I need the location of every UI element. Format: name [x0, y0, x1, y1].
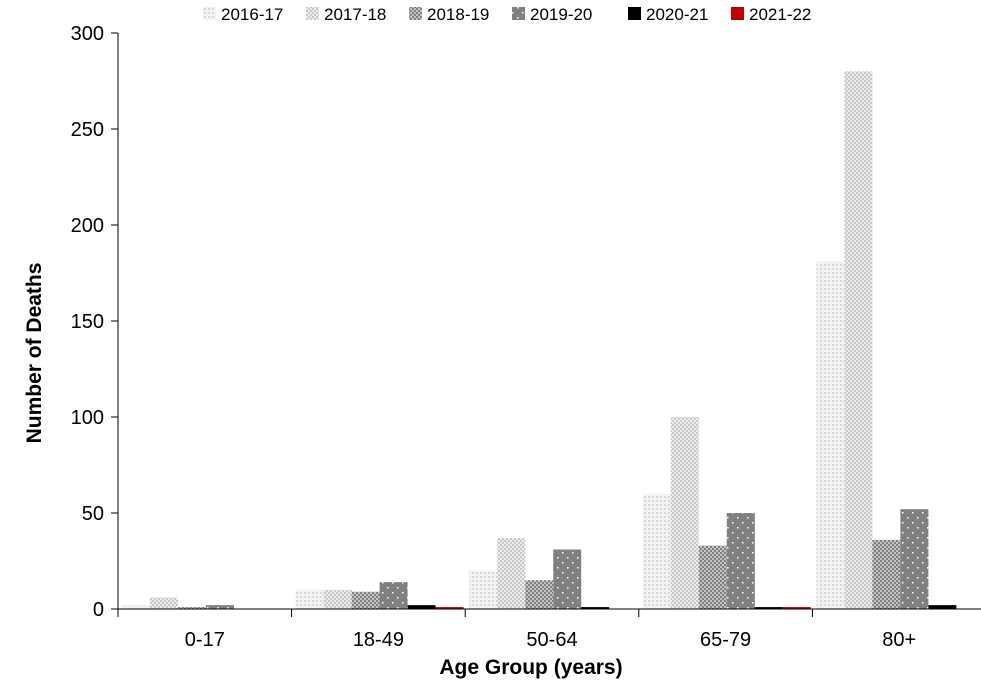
y-tick-label: 300 — [71, 23, 104, 45]
legend-swatch — [203, 7, 216, 20]
legend-swatch — [512, 7, 525, 20]
bar-2016-17-0-17 — [122, 605, 150, 609]
legend-label: 2018-19 — [427, 5, 489, 24]
legend-label: 2016-17 — [221, 5, 283, 24]
bar-2017-18-0-17 — [150, 597, 178, 609]
x-tick-label: 80+ — [882, 629, 916, 651]
legend-swatch — [628, 7, 641, 20]
bar-2019-20-18-49 — [379, 582, 408, 609]
bar-2018-19-18-49 — [351, 591, 380, 609]
legend-label: 2020-21 — [646, 5, 708, 24]
bar-2020-21-65-79 — [754, 607, 783, 609]
bar-2016-17-18-49 — [295, 589, 324, 609]
legend-label: 2017-18 — [324, 5, 386, 24]
x-tick-label: 0-17 — [185, 629, 225, 651]
legend-label: 2021-22 — [749, 5, 811, 24]
bar-2020-21-18-49 — [407, 605, 436, 609]
legend-swatch — [731, 7, 744, 20]
bar-2018-19-50-64 — [525, 580, 554, 609]
bar-2016-17-80+ — [816, 261, 845, 609]
y-tick-label: 50 — [82, 503, 104, 525]
bar-2019-20-80+ — [900, 509, 929, 609]
bar-2016-17-65-79 — [642, 493, 671, 609]
bar-2017-18-80+ — [844, 71, 873, 609]
y-tick-label: 100 — [71, 407, 104, 429]
y-tick-label: 0 — [93, 599, 104, 621]
x-tick-label: 65-79 — [700, 629, 751, 651]
bars — [122, 71, 957, 609]
bar-2021-22-18-49 — [435, 607, 464, 609]
x-axis-title: Age Group (years) — [439, 656, 622, 679]
y-axis: 0 50 100 150 200 250 300 — [71, 23, 119, 621]
bar-2018-19-80+ — [872, 539, 901, 609]
bar-2017-18-50-64 — [497, 537, 526, 609]
bar-2016-17-50-64 — [469, 570, 498, 609]
y-axis-title: Number of Deaths — [23, 263, 46, 444]
x-tick-label: 18-49 — [353, 629, 404, 651]
bar-2018-19-65-79 — [698, 545, 727, 609]
bar-2019-20-50-64 — [553, 549, 582, 609]
bar-2020-21-80+ — [928, 605, 957, 609]
bar-2020-21-50-64 — [581, 607, 610, 609]
y-tick-label: 200 — [71, 215, 104, 237]
bar-2018-19-0-17 — [178, 607, 206, 609]
legend-swatch — [409, 7, 422, 20]
x-tick-label: 50-64 — [526, 629, 577, 651]
y-tick-label: 150 — [71, 311, 104, 333]
bar-2019-20-0-17 — [206, 605, 234, 609]
bar-2019-20-65-79 — [726, 513, 755, 609]
bar-2021-22-65-79 — [782, 607, 811, 609]
bar-2017-18-18-49 — [323, 589, 352, 609]
bar-2017-18-65-79 — [670, 417, 699, 609]
legend-label: 2019-20 — [530, 5, 592, 24]
legend: 2016-17 2017-18 2018-19 2019-20 2020-21 2021-… — [203, 5, 811, 24]
y-tick-label: 250 — [71, 119, 104, 141]
x-axis: 0-17 18-49 50-64 65-79 80+ — [117, 608, 981, 651]
legend-swatch — [306, 7, 319, 20]
